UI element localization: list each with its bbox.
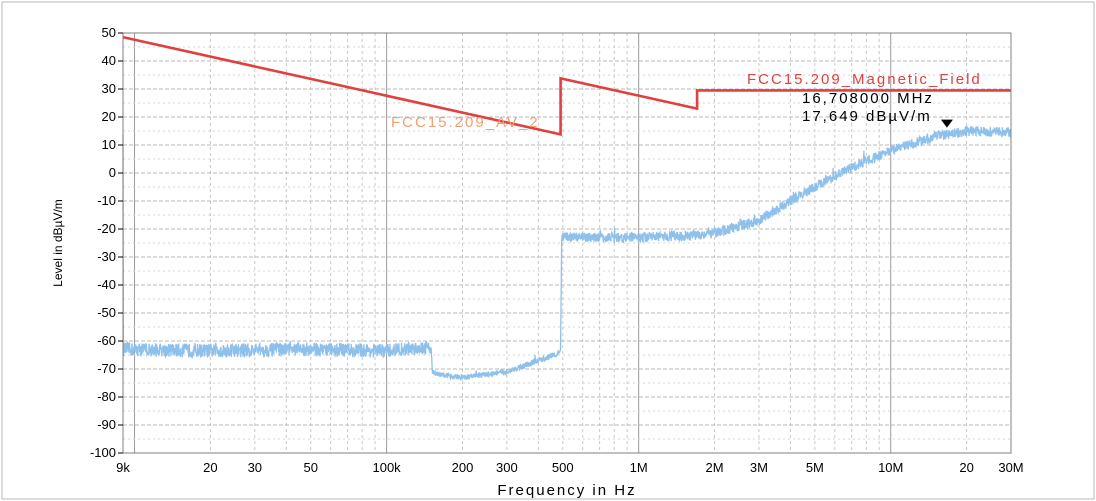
x-tick-label: 10M [878, 460, 903, 475]
y-tick-label: -40 [97, 277, 116, 292]
magnetic-field-limit-line [122, 35, 1011, 136]
y-tick-label: 40 [102, 53, 116, 68]
x-tick-labels: 9k 20 30 50 100k 200 300 500 1M 2M 3M 5M 10M 20 30M [116, 460, 1024, 475]
x-tick-label: 9k [116, 460, 130, 475]
y-tick-label: -100 [90, 445, 116, 460]
x-tick-label: 20 [959, 460, 973, 475]
av-limit-label: FCC15.209_AV_2 [391, 114, 540, 131]
y-tick-label: -90 [97, 417, 116, 432]
x-tick-label: 50 [303, 460, 317, 475]
y-tick-label: -30 [97, 249, 116, 264]
y-tick-label: 20 [102, 109, 116, 124]
x-tick-label: 3M [750, 460, 768, 475]
x-tick-label: 2M [706, 460, 724, 475]
measured-emission-trace [122, 125, 1012, 382]
y-tick-label: -20 [97, 221, 116, 236]
y-tick-labels: 50 40 30 20 10 0 -10 -20 -30 -40 -50 -60 -70 -80 -90 -1… [90, 25, 123, 460]
x-tick-label: 1M [630, 460, 648, 475]
marker-level-readout: 17,649 dBµV/m [802, 108, 932, 125]
marker-frequency-readout: 16,708000 MHz [802, 90, 934, 107]
magnetic-field-limit-label: FCC15.209_Magnetic_Field [747, 71, 982, 88]
y-tick-label: 50 [102, 25, 116, 40]
x-tick-label: 200 [452, 460, 474, 475]
y-tick-label: -80 [97, 389, 116, 404]
series [122, 35, 1012, 382]
y-tick-label: -70 [97, 361, 116, 376]
y-tick-label: -60 [97, 333, 116, 348]
marker-triangle-icon [940, 119, 953, 128]
y-tick-label: 0 [109, 165, 116, 180]
x-tick-label: 300 [496, 460, 518, 475]
x-axis-label: Frequency in Hz [497, 482, 636, 499]
x-tick-label: 500 [552, 460, 574, 475]
x-tick-label: 20 [203, 460, 217, 475]
y-tick-label: -10 [97, 193, 116, 208]
y-tick-label: 10 [102, 137, 116, 152]
y-axis-label: Level in dBµV/m [51, 199, 65, 287]
x-tick-label: 30M [998, 460, 1023, 475]
x-tick-label: 5M [806, 460, 824, 475]
x-tick-label: 30 [248, 460, 262, 475]
plot-frame [122, 32, 1012, 454]
y-tick-label: -50 [97, 305, 116, 320]
y-tick-label: 30 [102, 81, 116, 96]
x-tick-label: 100k [372, 460, 401, 475]
